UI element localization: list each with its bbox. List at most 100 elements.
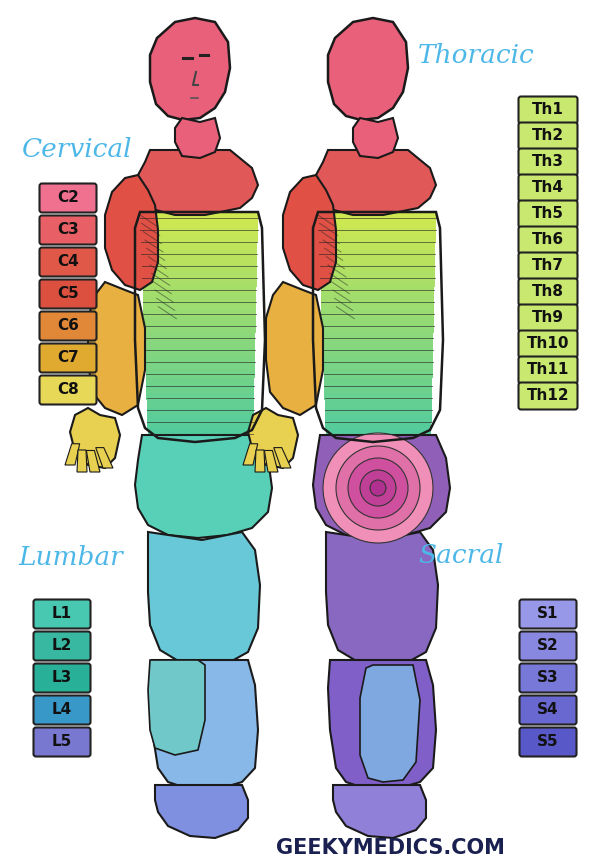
Text: L3: L3 [52, 671, 72, 685]
Polygon shape [86, 450, 100, 472]
Text: Cervical: Cervical [22, 137, 133, 162]
Polygon shape [323, 356, 433, 362]
Text: Sacral: Sacral [418, 543, 503, 568]
Text: L4: L4 [52, 702, 72, 717]
Polygon shape [360, 665, 420, 782]
Polygon shape [321, 295, 434, 302]
Polygon shape [325, 393, 432, 400]
Polygon shape [325, 423, 431, 431]
FancyBboxPatch shape [518, 123, 577, 149]
Polygon shape [155, 785, 248, 838]
Text: Th10: Th10 [527, 337, 569, 351]
FancyBboxPatch shape [40, 343, 97, 373]
Polygon shape [316, 150, 436, 215]
Polygon shape [326, 431, 431, 438]
Polygon shape [146, 400, 254, 408]
Polygon shape [141, 235, 257, 243]
Polygon shape [140, 219, 258, 227]
Polygon shape [145, 348, 255, 356]
Polygon shape [148, 423, 253, 431]
Polygon shape [144, 318, 256, 325]
FancyBboxPatch shape [40, 216, 97, 244]
FancyBboxPatch shape [40, 248, 97, 276]
Text: Th7: Th7 [532, 259, 564, 274]
Polygon shape [105, 175, 158, 290]
Polygon shape [77, 450, 87, 472]
FancyBboxPatch shape [518, 200, 577, 228]
Polygon shape [146, 385, 254, 393]
FancyBboxPatch shape [40, 280, 97, 308]
Polygon shape [143, 310, 256, 318]
Polygon shape [144, 332, 256, 340]
Polygon shape [142, 280, 257, 287]
Polygon shape [319, 249, 435, 257]
Text: Th6: Th6 [532, 232, 564, 248]
Polygon shape [142, 249, 257, 257]
Polygon shape [255, 450, 265, 472]
Polygon shape [323, 362, 433, 370]
FancyBboxPatch shape [518, 174, 577, 201]
Polygon shape [274, 448, 291, 468]
Polygon shape [150, 660, 258, 790]
Text: C6: C6 [57, 318, 79, 333]
Text: Lumbar: Lumbar [18, 545, 123, 570]
Polygon shape [70, 408, 120, 468]
Polygon shape [138, 150, 258, 215]
FancyBboxPatch shape [40, 375, 97, 405]
Polygon shape [147, 408, 254, 415]
FancyBboxPatch shape [518, 356, 577, 383]
Polygon shape [325, 408, 431, 415]
Text: GEEKYMEDICS.COM: GEEKYMEDICS.COM [275, 838, 505, 858]
Polygon shape [324, 385, 432, 393]
FancyBboxPatch shape [520, 696, 577, 725]
Circle shape [323, 433, 433, 543]
Text: S5: S5 [537, 734, 559, 749]
Text: L2: L2 [52, 639, 72, 653]
FancyBboxPatch shape [520, 728, 577, 757]
Polygon shape [322, 310, 434, 318]
Polygon shape [140, 227, 257, 235]
Text: Th12: Th12 [527, 388, 569, 404]
Polygon shape [324, 378, 433, 385]
Text: C4: C4 [57, 255, 79, 269]
Polygon shape [88, 282, 145, 415]
FancyBboxPatch shape [34, 664, 91, 692]
Polygon shape [148, 431, 253, 438]
Text: Th9: Th9 [532, 311, 564, 325]
Polygon shape [320, 257, 435, 265]
Polygon shape [146, 370, 254, 378]
Polygon shape [321, 302, 434, 310]
FancyBboxPatch shape [40, 312, 97, 341]
Polygon shape [320, 280, 434, 287]
Polygon shape [243, 444, 257, 465]
Polygon shape [148, 660, 205, 755]
Polygon shape [145, 340, 255, 348]
Circle shape [336, 446, 420, 530]
Polygon shape [144, 325, 256, 332]
Polygon shape [146, 378, 254, 385]
Polygon shape [322, 318, 434, 325]
Polygon shape [323, 340, 433, 348]
Polygon shape [328, 18, 408, 120]
Polygon shape [322, 332, 433, 340]
Polygon shape [65, 444, 80, 465]
Polygon shape [320, 265, 435, 272]
Polygon shape [318, 219, 436, 227]
Text: S3: S3 [537, 671, 559, 685]
Polygon shape [148, 532, 260, 665]
Text: L5: L5 [52, 734, 72, 749]
Polygon shape [248, 408, 298, 468]
Polygon shape [143, 295, 256, 302]
FancyBboxPatch shape [40, 184, 97, 212]
Polygon shape [146, 393, 254, 400]
Polygon shape [175, 118, 220, 158]
Polygon shape [96, 448, 113, 468]
Polygon shape [353, 118, 398, 158]
FancyBboxPatch shape [520, 632, 577, 660]
Polygon shape [326, 532, 438, 665]
Polygon shape [145, 356, 255, 362]
Polygon shape [142, 257, 257, 265]
Polygon shape [320, 272, 434, 280]
Polygon shape [323, 348, 433, 356]
Circle shape [360, 470, 396, 506]
